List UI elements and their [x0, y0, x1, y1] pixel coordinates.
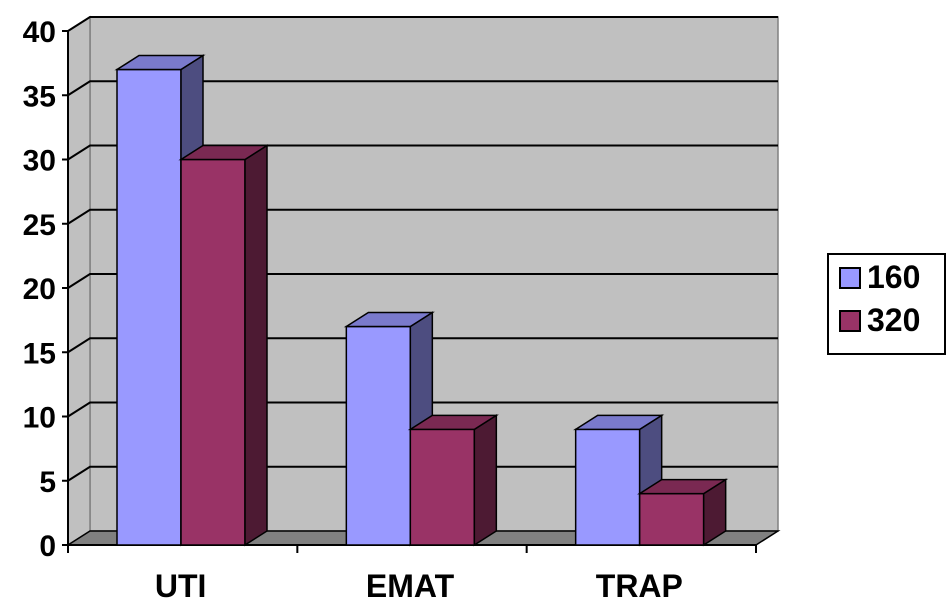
bar-side: [244, 144, 268, 547]
gridline: [67, 337, 778, 354]
gridline: [67, 144, 778, 161]
bar-front: [180, 158, 246, 546]
bar-top: [178, 144, 270, 161]
gridline: [67, 465, 778, 482]
y-tick-label: 15: [23, 337, 56, 370]
y-tick-label: 40: [23, 16, 56, 49]
bar-top: [407, 414, 499, 431]
bar-front: [345, 325, 412, 546]
x-tick-label: TRAP: [596, 568, 683, 604]
gridlines: [67, 16, 778, 482]
y-tick-labels: 0 5 10 15 20 25 30 35 40: [23, 16, 56, 563]
gridline: [67, 16, 778, 32]
bar-top: [343, 311, 435, 328]
gridline: [67, 273, 778, 289]
bar-trap-320: [637, 478, 729, 547]
x-tick-label: EMAT: [366, 568, 455, 604]
legend-swatch-160: [839, 267, 861, 289]
gridline: [67, 208, 778, 225]
bar-top: [637, 478, 729, 495]
gridline: [67, 401, 778, 418]
legend-label-320: 320: [867, 302, 920, 338]
y-tick-label: 0: [39, 530, 56, 563]
gridline: [67, 80, 778, 97]
x-tick-label: UTI: [155, 568, 207, 604]
bar-top: [114, 54, 206, 71]
y-tick-label: 20: [23, 273, 56, 306]
legend-swatch-320: [839, 310, 861, 332]
y-tick-label: 35: [23, 80, 56, 113]
y-tick-label: 10: [23, 402, 56, 435]
y-tick-label: 5: [39, 466, 56, 499]
y-tick-label: 25: [23, 209, 56, 242]
x-tick-labels: UTI EMAT TRAP: [155, 568, 683, 604]
bar-front: [409, 428, 476, 546]
bar-front: [574, 428, 641, 546]
bar-front: [116, 68, 182, 546]
bar-uti-320: [178, 144, 270, 547]
bar-top: [573, 414, 665, 431]
bar-emat-320: [407, 413, 499, 547]
bar-front: [638, 492, 705, 546]
bar-side: [473, 413, 498, 547]
legend-label-160: 160: [867, 259, 920, 295]
y-tick-label: 30: [23, 145, 56, 178]
bars: [114, 54, 729, 547]
